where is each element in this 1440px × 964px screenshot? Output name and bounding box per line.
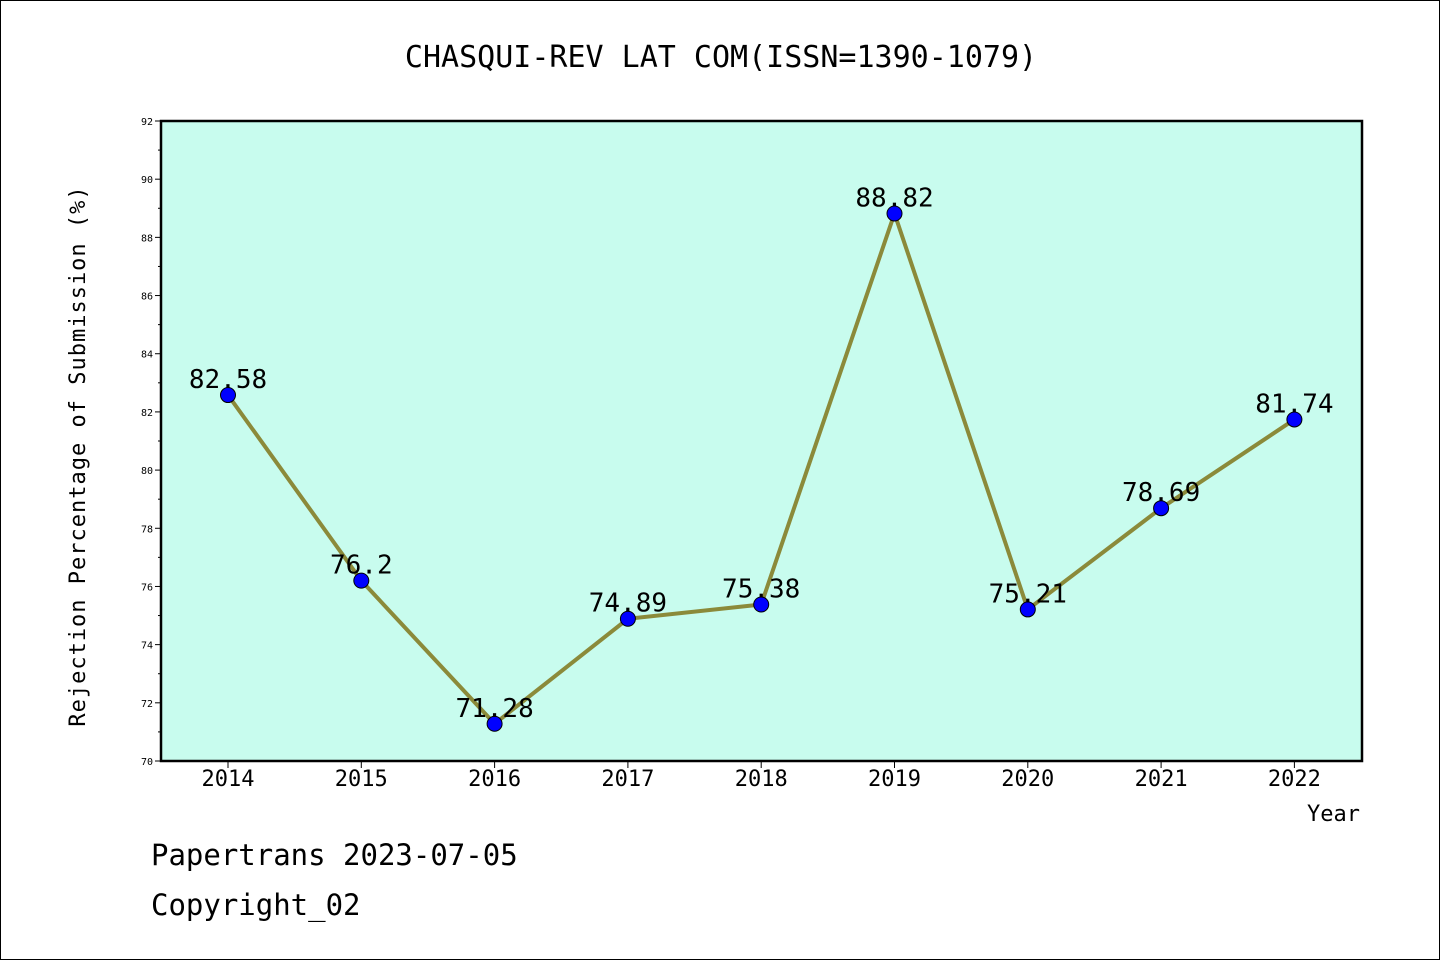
data-label: 76.2	[330, 551, 393, 581]
footer-date: Papertrans 2023-07-05	[151, 838, 518, 872]
x-tick-label: 2019	[868, 767, 921, 792]
data-label: 78.69	[1122, 478, 1200, 508]
data-point	[1153, 500, 1170, 517]
x-tick-label: 2020	[1001, 767, 1054, 792]
x-tick-label: 2015	[335, 767, 388, 792]
data-label: 88.82	[855, 184, 933, 214]
data-point	[1286, 411, 1303, 428]
plot-frame	[159, 119, 1364, 763]
x-tick-label: 2021	[1135, 767, 1188, 792]
data-point	[220, 387, 236, 404]
x-tick-label: 2018	[735, 767, 788, 792]
y-tick-label: 80	[141, 466, 153, 477]
data-label: 74.89	[589, 589, 667, 619]
x-axis-label: Year	[1307, 802, 1360, 827]
y-tick-label: 84	[141, 350, 153, 361]
y-tick-label: 70	[141, 757, 153, 768]
y-axis-ticks: 70 72 74 76 78 80 82 84 86 88 90 92	[141, 117, 161, 768]
data-label: 82.58	[189, 365, 267, 395]
y-tick-label: 78	[141, 524, 153, 535]
data-point	[486, 715, 503, 732]
data-point	[753, 596, 770, 613]
data-point	[619, 610, 636, 627]
x-tick-label: 2014	[202, 767, 255, 792]
x-tick-label: 2022	[1268, 767, 1321, 792]
y-tick-label: 76	[141, 582, 153, 593]
chart-title: CHASQUI-REV LAT COM(ISSN=1390-1079)	[405, 40, 1037, 75]
data-label: 75.38	[722, 574, 800, 604]
data-point	[886, 205, 903, 222]
plot-area	[161, 121, 1362, 761]
data-label: 81.74	[1255, 389, 1333, 419]
y-tick-label: 72	[141, 699, 153, 710]
y-tick-label: 86	[141, 292, 153, 303]
footer-copyright: Copyright_02	[151, 888, 361, 923]
x-tick-label: 2017	[601, 767, 654, 792]
x-tick-label: 2016	[468, 767, 521, 792]
y-axis-label: Rejection Percentage of Submission (%)	[66, 185, 91, 726]
series-group: 82.58 76.2 71.28 74.89 75.38 88.82 75.21 78.69 8…	[189, 184, 1334, 732]
data-label: 71.28	[455, 694, 533, 724]
y-tick-label: 92	[141, 117, 153, 128]
x-axis-ticks: 2014 2015 2016 2017 2018 2019 2020 2021 2022	[202, 761, 1321, 792]
y-tick-label: 82	[141, 408, 153, 419]
y-tick-label: 88	[141, 233, 153, 244]
data-point	[353, 572, 370, 589]
data-label: 75.21	[989, 579, 1067, 609]
y-tick-label: 74	[141, 641, 153, 652]
y-tick-label: 90	[141, 175, 153, 186]
data-point	[1019, 601, 1036, 618]
